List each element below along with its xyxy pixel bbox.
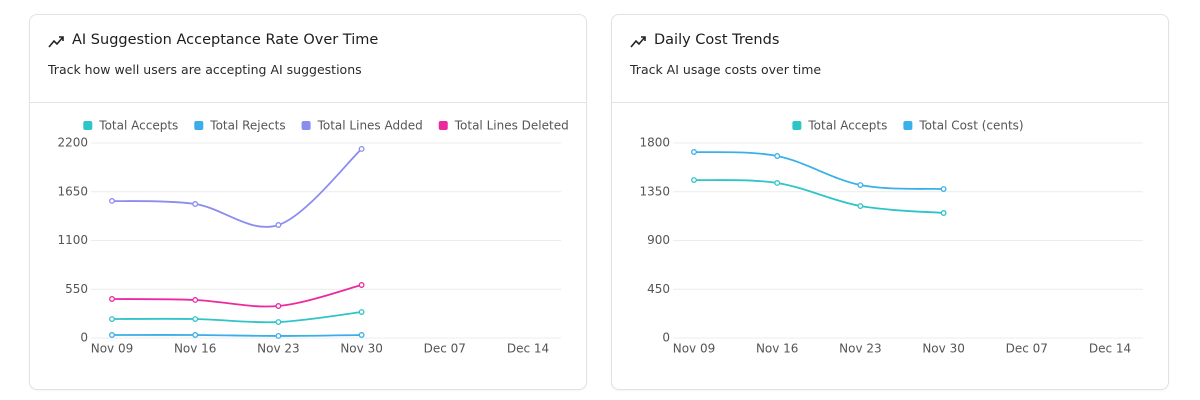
legend-label: Total Accepts [807, 119, 887, 133]
data-point [358, 309, 365, 315]
y-tick-label: 0 [662, 331, 670, 345]
chart: 0 550 1100 1650 2200 Nov 09 Nov 16 Nov 23 Nov 30… [57, 119, 569, 356]
legend-label: Total Rejects [209, 119, 285, 133]
series-line [111, 148, 363, 228]
trend-icon [630, 36, 646, 48]
data-point [940, 186, 947, 192]
series-line [693, 151, 944, 190]
x-tick-label: Nov 30 [922, 342, 965, 356]
legend-label: Total Cost (cents) [918, 119, 1023, 133]
data-point [109, 296, 115, 302]
y-tick-label: 1800 [639, 136, 670, 150]
x-tick-label: Nov 23 [839, 342, 882, 356]
series-line [111, 334, 362, 337]
data-point [192, 332, 199, 338]
data-point [857, 182, 864, 188]
data-point [774, 153, 781, 159]
x-tick-label: Dec 07 [424, 342, 466, 356]
x-tick-label: Nov 23 [257, 342, 300, 356]
data-point [857, 203, 864, 209]
series-line [111, 311, 362, 324]
x-tick-label: Nov 09 [673, 342, 716, 356]
x-tick-label: Nov 16 [174, 342, 217, 356]
y-tick-label: 2200 [57, 136, 88, 150]
legend: Total Accepts Total Rejects Total Lines Ad… [83, 119, 569, 133]
data-point [275, 319, 282, 325]
card: AI Suggestion Acceptance Rate Over Time … [29, 14, 587, 390]
chart: 0 450 900 1350 1800 Nov 09 Nov 16 Nov 23 Nov 30 D… [639, 119, 1143, 356]
y-tick-label: 1650 [57, 184, 88, 198]
card-header: Daily Cost Trends Track AI usage costs o… [612, 15, 1168, 103]
x-tick-label: Dec 14 [1089, 342, 1131, 356]
y-tick-label: 0 [80, 331, 88, 345]
data-point [109, 316, 115, 322]
legend-swatch [903, 121, 913, 130]
y-tick-label: 1100 [57, 233, 88, 247]
series-line [693, 179, 944, 214]
data-point [358, 145, 365, 152]
data-point [275, 303, 282, 309]
data-point [275, 222, 282, 228]
data-point [691, 149, 697, 155]
chart-title: Daily Cost Trends [654, 32, 780, 48]
data-point [192, 201, 199, 207]
data-point [192, 297, 199, 303]
legend-label: Total Lines Added [317, 119, 423, 133]
series-line [111, 284, 362, 308]
y-tick-label: 450 [647, 282, 670, 296]
x-tick-label: Nov 09 [91, 342, 134, 356]
y-tick-label: 900 [647, 233, 670, 247]
data-point [774, 180, 781, 186]
data-point [275, 333, 282, 339]
legend-swatch [194, 121, 204, 130]
legend-label: Total Lines Deleted [454, 119, 569, 133]
data-point [358, 282, 365, 288]
legend-label: Total Accepts [98, 119, 178, 133]
trend-icon [48, 36, 64, 48]
chart-subtitle: Track AI usage costs over time [630, 62, 822, 77]
chart-title: AI Suggestion Acceptance Rate Over Time [72, 32, 379, 48]
y-tick-label: 550 [65, 282, 88, 296]
data-point [192, 316, 199, 322]
card: Daily Cost Trends Track AI usage costs o… [611, 14, 1169, 390]
legend: Total Accepts Total Cost (cents) [792, 119, 1024, 133]
legend-swatch [83, 121, 93, 130]
x-tick-label: Dec 07 [1006, 342, 1048, 356]
x-tick-label: Nov 30 [340, 342, 383, 356]
card-header: AI Suggestion Acceptance Rate Over Time … [30, 15, 586, 103]
legend-swatch [301, 121, 311, 130]
x-tick-label: Nov 16 [756, 342, 799, 356]
x-tick-label: Dec 14 [507, 342, 549, 356]
data-point [358, 332, 365, 338]
data-point [691, 177, 697, 183]
legend-swatch [792, 121, 802, 130]
legend-swatch [438, 121, 448, 130]
data-point [940, 210, 947, 216]
data-point [109, 332, 115, 338]
data-point [109, 198, 115, 204]
chart-subtitle: Track how well users are accepting AI su… [48, 62, 362, 77]
y-tick-label: 1350 [639, 184, 670, 198]
